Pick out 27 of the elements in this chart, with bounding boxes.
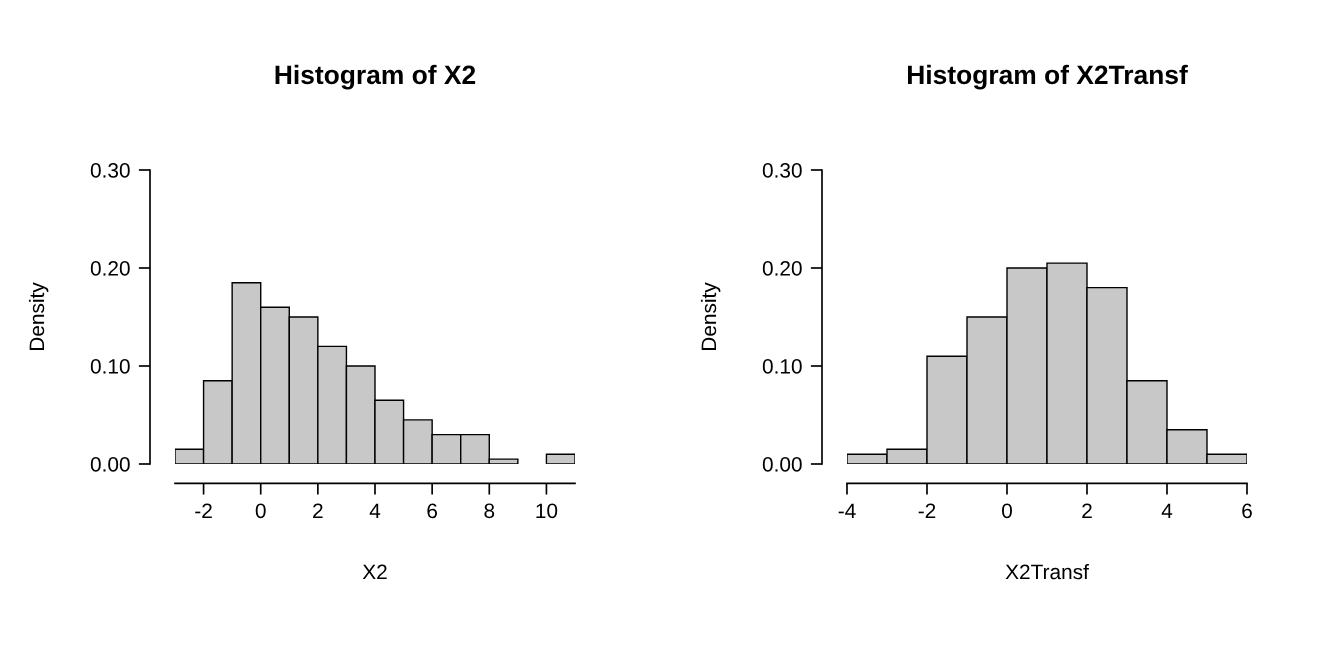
y-tick-label: 0.00 bbox=[762, 457, 802, 472]
y-tick-label: 0.10 bbox=[762, 359, 802, 374]
x-tick-label: -2 bbox=[195, 503, 212, 518]
x-tick-label: 0 bbox=[1002, 503, 1012, 519]
x-tick-label: -2 bbox=[918, 503, 936, 518]
x-tick-label: -4 bbox=[838, 503, 856, 518]
x-axis-title: X2Transf bbox=[1005, 564, 1089, 580]
y-axis-title: Density bbox=[28, 282, 49, 351]
x-tick-label: 6 bbox=[1242, 503, 1252, 519]
y-tick-label: 0.10 bbox=[90, 359, 130, 374]
x-tick-label: 10 bbox=[536, 503, 558, 519]
y-axis-title: Density bbox=[700, 282, 721, 351]
y-tick-label: 0.30 bbox=[90, 163, 130, 178]
y-tick-label: 0.20 bbox=[762, 261, 802, 276]
chart-title: Histogram of X2Transf bbox=[908, 64, 1188, 90]
y-tick-label: 0.00 bbox=[90, 457, 130, 472]
x-tick-label: 4 bbox=[1161, 503, 1173, 518]
chart-title: Histogram of X2 bbox=[275, 64, 476, 90]
x-tick-label: 0 bbox=[255, 503, 266, 519]
x-axis-title: X2 bbox=[362, 564, 387, 580]
y-tick-label: 0.30 bbox=[762, 163, 802, 178]
x-tick-label: 6 bbox=[427, 503, 438, 519]
x-tick-label: 2 bbox=[1082, 503, 1092, 518]
x-tick-label: 4 bbox=[369, 503, 381, 518]
y-tick-label: 0.20 bbox=[90, 261, 130, 276]
x-tick-label: 2 bbox=[313, 503, 323, 518]
x-tick-label: 8 bbox=[484, 503, 495, 519]
